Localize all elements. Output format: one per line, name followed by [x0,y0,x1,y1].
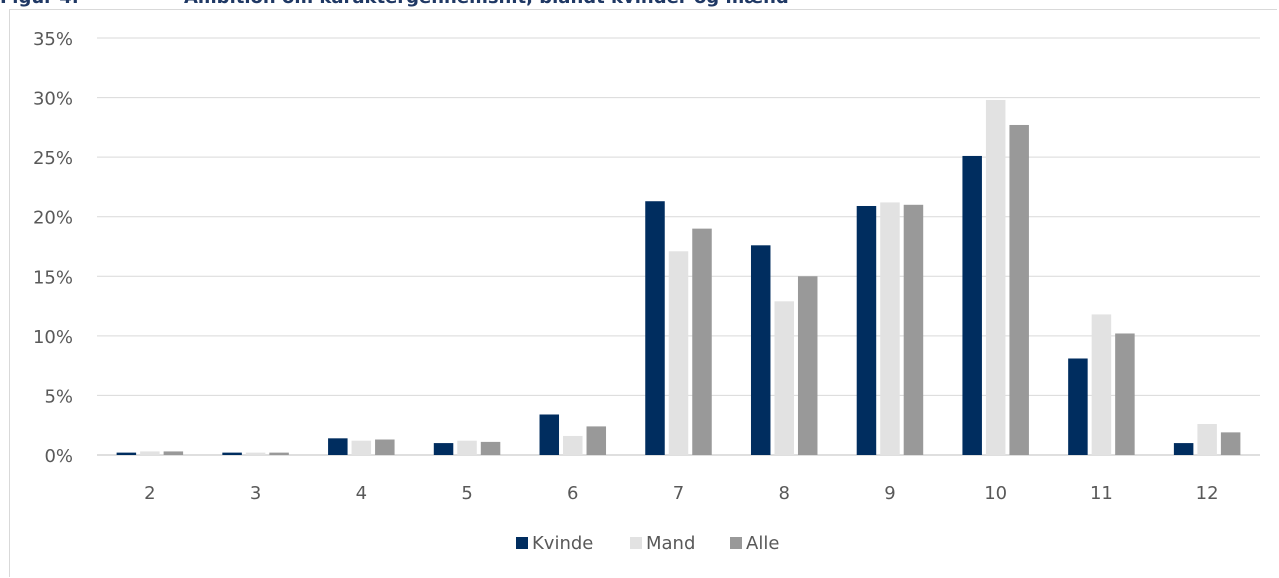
bar-alle-8 [797,276,818,455]
y-tick-label: 0% [44,446,73,467]
y-tick-label: 35% [33,29,73,50]
bar-mand-6 [563,435,583,455]
bar-mand-10 [985,99,1006,455]
x-tick-label: 10 [984,483,1007,504]
bar-alle-7 [692,228,712,455]
x-tick-label: 12 [1196,483,1219,504]
bar-mand-8 [774,301,794,455]
x-tick-label: 5 [461,483,472,504]
bar-alle-5 [480,441,501,455]
figure-title: Figur 4.Ambition om karaktergennemsnit, … [0,0,789,8]
bar-kvinde-3 [222,452,242,455]
bar-kvinde-11 [1068,358,1088,455]
x-tick-label: 7 [673,483,684,504]
x-tick-label: 2 [144,483,155,504]
x-tick-label: 6 [567,483,578,504]
figure-number: Figur 4. [0,0,184,8]
bar-alle-11 [1115,333,1135,455]
x-tick-label: 3 [250,483,261,504]
legend-label-alle: Alle [746,533,779,554]
bar-kvinde-9 [856,205,877,455]
bars [116,99,1241,456]
y-tick-label: 30% [33,89,73,110]
bar-kvinde-5 [433,443,454,455]
legend-swatch-mand [630,537,642,549]
bar-mand-2 [140,451,160,455]
bar-kvinde-8 [750,245,771,455]
y-tick-label: 10% [33,327,73,348]
x-tick-label: 9 [884,483,895,504]
bar-mand-5 [457,440,477,455]
bar-alle-2 [163,451,184,455]
y-tick-label: 15% [33,267,73,288]
legend: Kvinde Mand Alle [516,533,779,554]
bar-kvinde-10 [962,155,982,456]
legend-swatch-alle [730,537,742,549]
x-axis-ticks: 2 3 4 5 6 7 8 9 10 11 12 [144,483,1218,504]
y-axis-ticks: 0% 5% 10% 15% 20% 25% 30% 35% [33,29,73,467]
legend-swatch-kvinde [516,537,528,549]
bar-kvinde-7 [645,201,665,455]
x-tick-label: 4 [356,483,367,504]
bar-mand-4 [351,440,372,455]
y-tick-label: 20% [33,208,73,229]
bar-mand-11 [1091,314,1112,455]
bar-mand-3 [245,452,266,455]
bar-mand-7 [668,251,689,455]
bar-alle-3 [269,452,289,455]
bar-mand-12 [1197,424,1217,455]
bar-alle-10 [1009,124,1029,455]
x-tick-label: 8 [779,483,790,504]
y-tick-label: 5% [44,386,73,407]
bar-mand-9 [880,202,900,455]
legend-label-kvinde: Kvinde [532,533,593,554]
figure-title-text: Ambition om karaktergennemsnit, blandt k… [184,0,789,8]
x-tick-label: 11 [1090,483,1113,504]
bar-kvinde-6 [539,414,560,455]
bar-kvinde-4 [328,438,348,455]
bar-alle-4 [375,439,395,455]
bar-alle-6 [586,426,607,455]
legend-label-mand: Mand [646,533,695,554]
bar-kvinde-12 [1173,443,1194,455]
bar-kvinde-2 [116,452,137,455]
y-tick-label: 25% [33,148,73,169]
bar-alle-12 [1220,432,1241,455]
bar-alle-9 [903,204,924,455]
chart-frame [9,9,1277,577]
